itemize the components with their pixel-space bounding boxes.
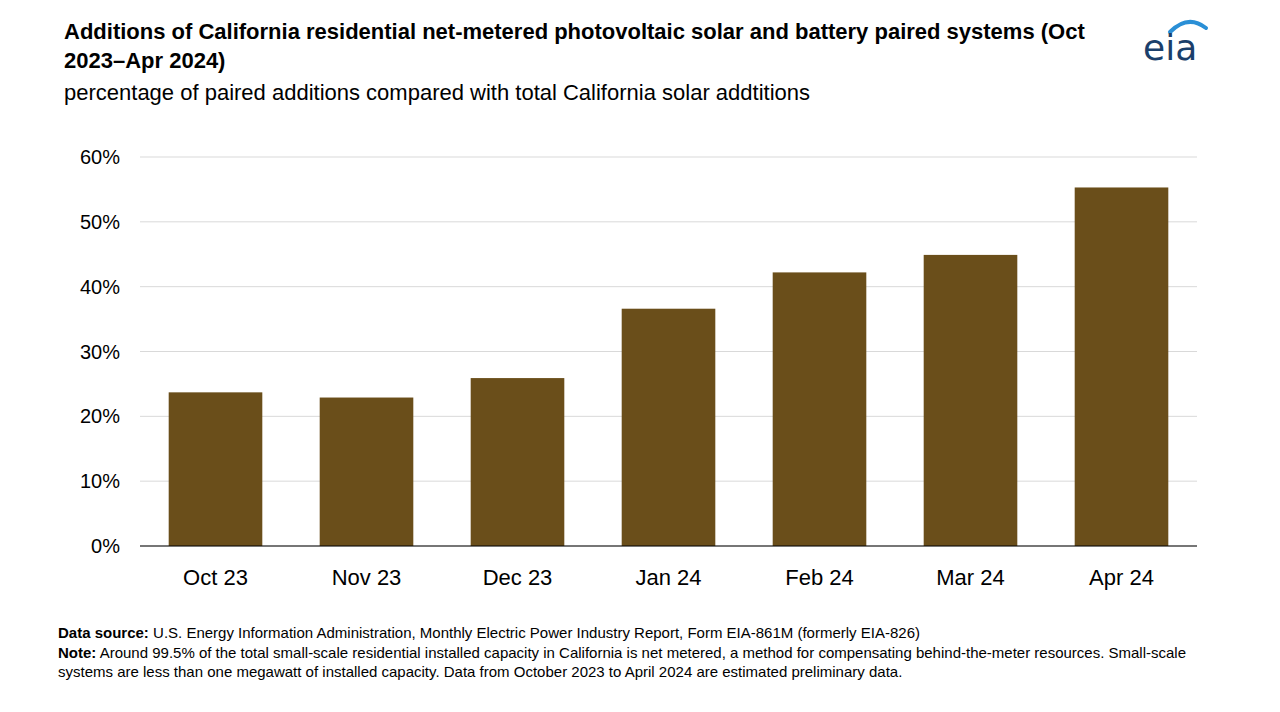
grid-line: [140, 546, 1197, 547]
grid-line: [140, 286, 1197, 287]
grid-line: [140, 157, 1197, 158]
grid: [140, 157, 1197, 546]
x-tick-label: Feb 24: [785, 565, 854, 590]
x-tick-label: Apr 24: [1089, 565, 1154, 590]
bar: [924, 255, 1018, 546]
note-text: Around 99.5% of the total small-scale re…: [58, 644, 1186, 681]
x-tick-label: Oct 23: [183, 565, 248, 590]
logo-text: eia: [1143, 27, 1197, 68]
subtitle: percentage of paired additions compared …: [64, 79, 1164, 107]
bars: [169, 187, 1169, 546]
y-tick-label: 20%: [80, 405, 120, 427]
bar: [622, 309, 716, 546]
title: Additions of California residential net-…: [64, 17, 1134, 75]
source-label: Data source:: [58, 624, 149, 641]
y-tick-label: 10%: [80, 470, 120, 492]
x-tick-label: Dec 23: [483, 565, 553, 590]
bar: [169, 392, 263, 546]
bar: [1075, 187, 1169, 546]
bar: [320, 398, 414, 546]
y-tick-label: 40%: [80, 276, 120, 298]
source-text: U.S. Energy Information Administration, …: [153, 624, 920, 641]
footnote: Data source: U.S. Energy Information Adm…: [58, 623, 1218, 682]
x-axis: [140, 545, 1197, 546]
grid-line: [140, 221, 1197, 222]
logo: eia: [1140, 10, 1220, 70]
x-tick-label: Nov 23: [332, 565, 402, 590]
y-tick-label: 30%: [80, 341, 120, 363]
x-tick-label: Jan 24: [635, 565, 701, 590]
note-label: Note:: [58, 644, 96, 661]
y-tick-label: 60%: [80, 146, 120, 168]
y-tick-label: 50%: [80, 211, 120, 233]
x-tick-label: Mar 24: [936, 565, 1004, 590]
bar: [773, 272, 867, 546]
chart: 0% 10% 20% 30% 40% 50% 60% Oct 23 Nov 23 Dec 23 Ja…: [0, 0, 1280, 712]
y-tick-label: 0%: [91, 535, 120, 557]
bar: [471, 378, 565, 546]
